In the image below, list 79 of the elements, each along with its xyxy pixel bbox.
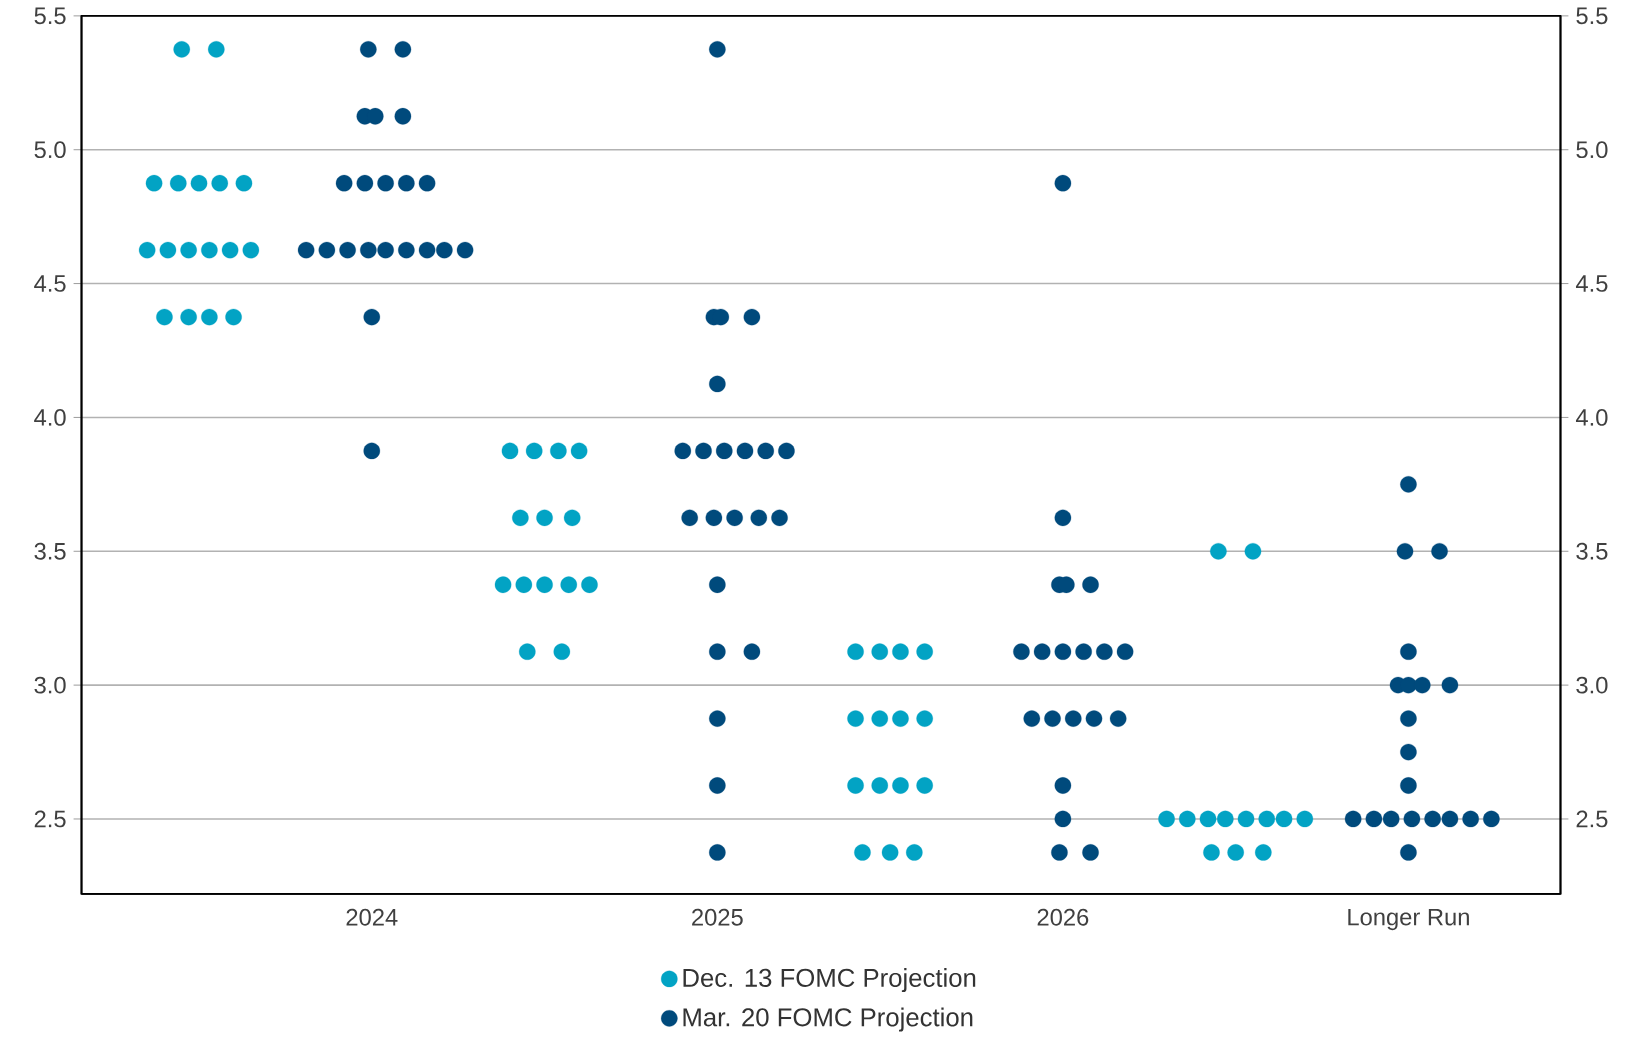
point (570, 442, 588, 460)
point (1244, 543, 1262, 560)
point (1179, 810, 1196, 828)
point (201, 241, 218, 259)
y2-tick-label: 3.5 (1576, 542, 1608, 560)
x-tick-label: 2026 (1037, 908, 1089, 926)
point (916, 710, 933, 727)
point (892, 777, 909, 794)
y2-tick-label: 4.5 (1575, 275, 1608, 292)
legend-label: Mar. 20 FOMC Projection (683, 1007, 973, 1032)
point (553, 643, 571, 660)
point (892, 643, 909, 660)
point (156, 308, 173, 326)
point (881, 844, 899, 861)
point (242, 241, 260, 259)
point (180, 241, 197, 259)
point (1275, 810, 1293, 828)
point (916, 643, 933, 660)
y2-tick-label: 5.0 (1576, 141, 1608, 159)
point (201, 308, 218, 326)
point (211, 174, 228, 192)
point (892, 710, 909, 727)
point (560, 576, 578, 594)
y-tick-label: 2.5 (34, 810, 66, 828)
point (581, 576, 598, 594)
point (180, 308, 197, 326)
point (512, 509, 529, 527)
point (563, 509, 581, 527)
point (1217, 810, 1234, 828)
point (501, 442, 519, 460)
point (916, 777, 933, 794)
point (536, 576, 553, 594)
point (1210, 543, 1227, 560)
point (519, 643, 536, 660)
y2-tick-label: 2.5 (1576, 810, 1608, 828)
point (1199, 810, 1217, 828)
point (536, 509, 553, 527)
y-tick-label: 3.0 (34, 676, 66, 694)
y-tick-label: 3.5 (34, 542, 66, 560)
point (221, 241, 239, 259)
point (1203, 844, 1220, 861)
y-tick-label: 4.0 (34, 409, 66, 426)
point (138, 241, 156, 259)
y2-tick-label: 3.0 (1576, 676, 1608, 694)
point (1258, 810, 1276, 828)
point (525, 442, 543, 460)
point (190, 174, 208, 192)
point (494, 576, 512, 594)
point (1158, 810, 1175, 828)
point (871, 643, 889, 660)
x-tick-label: 2025 (692, 908, 743, 926)
point (854, 844, 871, 861)
point (173, 41, 190, 58)
point (515, 576, 533, 594)
y-tick-label: 5.0 (34, 141, 66, 159)
x-tick-label: Longer Run (1348, 908, 1469, 931)
y2-tick-label: 4.0 (1575, 409, 1608, 426)
point (1255, 844, 1272, 861)
point (170, 174, 187, 192)
point (550, 442, 567, 460)
point (1237, 810, 1255, 828)
point (208, 41, 225, 58)
point (235, 174, 253, 192)
point (225, 308, 242, 326)
y2-tick-label: 5.5 (1576, 7, 1608, 25)
point (145, 174, 163, 192)
x-tick-label: 2024 (346, 908, 398, 926)
point (847, 643, 864, 660)
point (871, 777, 889, 794)
point (847, 777, 864, 794)
point (847, 710, 864, 727)
point (906, 844, 923, 861)
y-tick-label: 5.5 (34, 7, 66, 25)
legend-label: Dec. 13 FOMC Projection (683, 968, 976, 993)
point (159, 241, 177, 259)
point (1296, 810, 1314, 828)
point (871, 710, 889, 727)
point (1227, 844, 1244, 861)
y-tick-label: 4.5 (34, 275, 66, 292)
